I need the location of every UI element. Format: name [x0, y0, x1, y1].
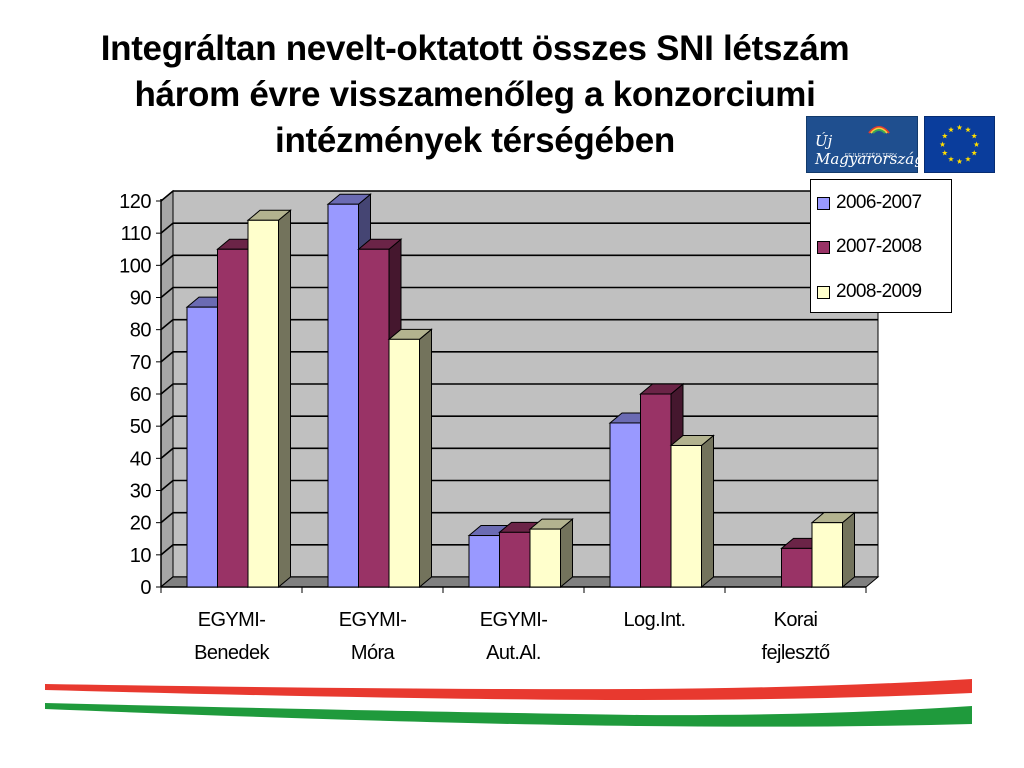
- legend-swatch: [817, 240, 830, 254]
- x-tick-label: EGYMI-: [198, 609, 266, 631]
- star-icon: [965, 126, 971, 133]
- bar-chart: 0 10 20 30 40 50 60 70 80 90 100 110 120 EGYMI- Benede…: [119, 189, 880, 664]
- y-tick-label: 120: [119, 191, 151, 213]
- star-icon: [941, 133, 948, 139]
- legend-label: 2007-2008: [836, 236, 922, 257]
- bar: [670, 444, 702, 588]
- gridline: [160, 318, 878, 331]
- y-tick-label: 90: [130, 288, 152, 310]
- logo-text: Új Magyarország: [815, 132, 924, 168]
- y-tick-label: 30: [130, 481, 152, 503]
- x-tick-label: Benedek: [194, 642, 270, 664]
- star-icon: [971, 133, 978, 139]
- legend-item: 2006-2007: [817, 192, 922, 214]
- legend-label: 2008-2009: [836, 281, 922, 302]
- x-tick-label: Korai: [774, 609, 818, 631]
- star-icon: [948, 126, 954, 133]
- chart-legend: 2006-2007 2007-2008 2008-2009: [810, 179, 952, 313]
- legend-item: 2008-2009: [817, 281, 922, 303]
- gridline: [160, 190, 878, 202]
- bar: [327, 203, 359, 588]
- bar: [358, 248, 390, 588]
- y-tick-label: 100: [119, 255, 151, 277]
- y-tick-label: 60: [130, 384, 152, 406]
- bar: [217, 248, 249, 588]
- eu-flag-logo: [924, 116, 995, 173]
- x-tick-label: EGYMI-: [339, 609, 407, 631]
- rainbow-icon: [868, 126, 890, 134]
- gridline: [160, 222, 878, 234]
- y-tick-label: 80: [130, 320, 152, 342]
- x-tick-label: Aut.Al.: [486, 642, 541, 664]
- uj-magyarorszag-logo: Új Magyarország FEJLESZTÉSI TERV: [806, 116, 924, 173]
- bar: [247, 219, 279, 588]
- legend-item: 2007-2008: [817, 236, 922, 258]
- x-tick-label: fejlesztő: [762, 642, 830, 664]
- y-tick-label: 50: [130, 416, 152, 438]
- legend-swatch: [817, 196, 830, 210]
- bar: [388, 338, 420, 588]
- legend-label: 2006-2007: [836, 192, 922, 213]
- x-tick-label: Log.Int.: [624, 609, 686, 631]
- y-tick-label: 70: [130, 352, 152, 374]
- y-tick-label: 110: [121, 223, 152, 245]
- star-icon: [948, 156, 954, 162]
- bar: [529, 528, 561, 588]
- bar: [640, 393, 672, 588]
- gridline: [160, 286, 878, 299]
- gridline: [160, 383, 878, 395]
- logo-subtext: FEJLESZTÉSI TERV: [845, 153, 897, 159]
- star-icon: [956, 124, 963, 130]
- y-tick-label: 20: [130, 513, 152, 535]
- bar: [609, 422, 641, 588]
- x-tick-label: EGYMI-: [480, 609, 548, 631]
- bar: [468, 535, 500, 588]
- x-tick-label: Móra: [351, 642, 396, 664]
- y-tick-label: 40: [130, 448, 152, 470]
- star-icon: [971, 150, 978, 156]
- star-icon: [956, 158, 963, 164]
- bar: [811, 522, 843, 588]
- star-icon: [965, 156, 971, 162]
- gridline: [160, 254, 878, 266]
- legend-swatch: [817, 285, 830, 299]
- y-tick-label: 10: [130, 545, 152, 567]
- eu-stars-icon: [939, 124, 980, 164]
- gridline: [160, 351, 878, 363]
- star-icon: [939, 141, 946, 147]
- chart-title: Integráltan nevelt-oktatott összes SNI l…: [100, 29, 850, 160]
- star-icon: [973, 141, 980, 147]
- y-tick-label: 0: [140, 577, 151, 599]
- star-icon: [941, 150, 948, 156]
- bar: [186, 306, 218, 588]
